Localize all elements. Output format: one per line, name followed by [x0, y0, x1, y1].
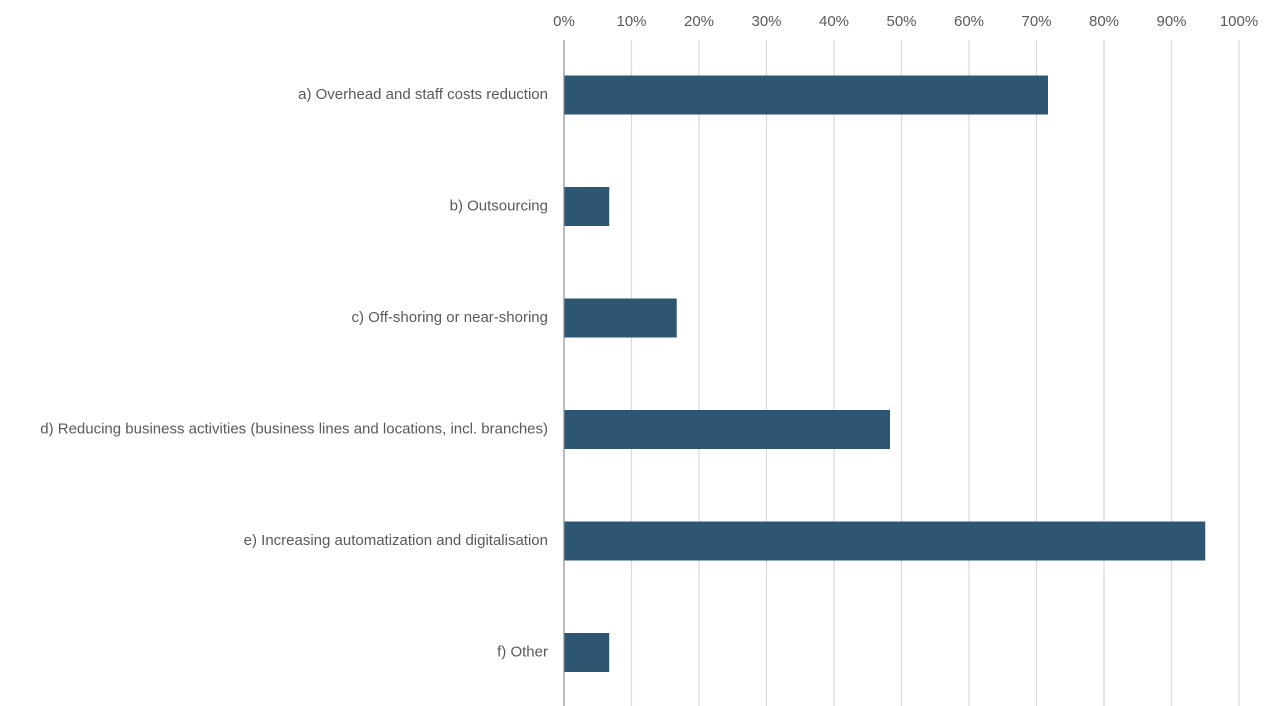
bars	[564, 75, 1206, 672]
x-tick-label: 20%	[684, 13, 714, 30]
x-tick-label: 100%	[1220, 13, 1258, 30]
x-tick-label: 60%	[954, 13, 984, 30]
x-tick-labels: 0% 10% 20% 30% 40% 50% 60% 70% 80% 90% 100%	[553, 13, 1258, 30]
gridlines	[630, 40, 1240, 706]
x-tick-label: 70%	[1021, 13, 1051, 30]
bar	[564, 75, 1048, 115]
category-label: b) Outsourcing	[450, 197, 548, 214]
bar	[564, 187, 610, 226]
category-label: e) Increasing automatization and digital…	[244, 532, 548, 549]
x-tick-label: 10%	[616, 13, 646, 30]
bar	[564, 521, 1206, 561]
category-label: a) Overhead and staff costs reduction	[298, 86, 548, 103]
category-labels: a) Overhead and staff costs reduction b) …	[40, 86, 548, 661]
x-tick-label: 40%	[819, 13, 849, 30]
x-tick-label: 0%	[553, 13, 575, 30]
bar	[564, 410, 891, 449]
category-label: d) Reducing business activities (busines…	[40, 420, 548, 437]
bar	[564, 633, 610, 672]
bar	[564, 298, 677, 338]
category-label: c) Off-shoring or near-shoring	[352, 309, 548, 326]
category-label: f) Other	[497, 643, 548, 660]
x-tick-label: 80%	[1089, 13, 1119, 30]
x-tick-label: 30%	[751, 13, 781, 30]
x-tick-label: 50%	[886, 13, 916, 30]
x-tick-label: 90%	[1156, 13, 1186, 30]
